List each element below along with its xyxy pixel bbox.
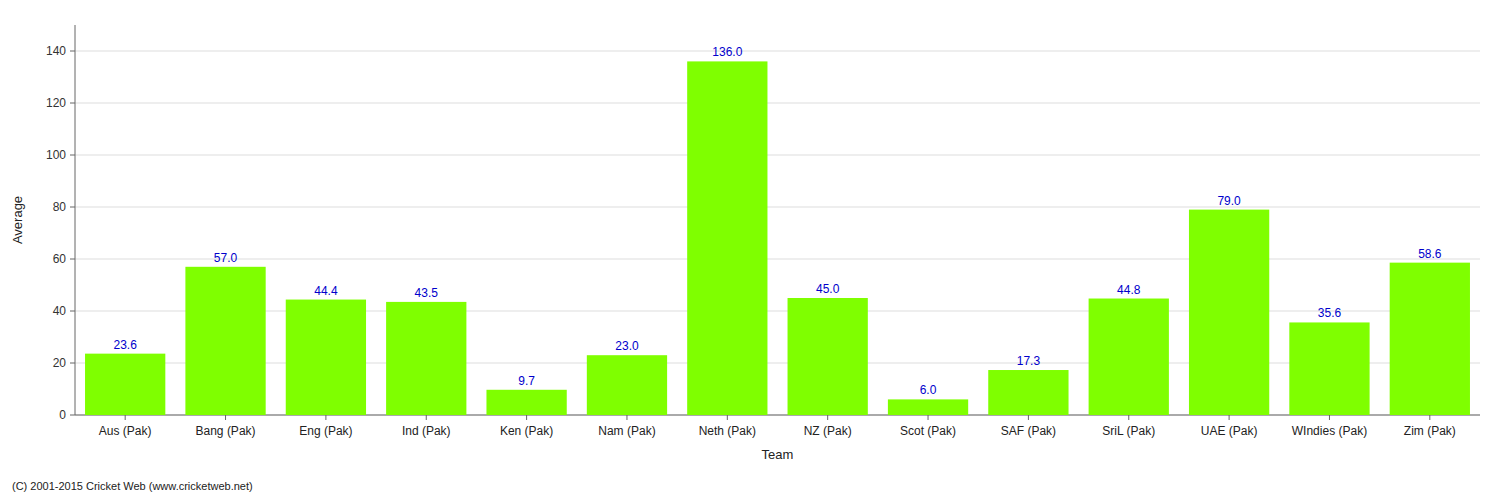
bar — [888, 399, 968, 415]
grid-line — [75, 51, 1480, 52]
footer: (C) 2001-2015 Cricket Web (www.cricketwe… — [12, 480, 253, 492]
bar — [286, 300, 366, 415]
data-label: 23.6 — [113, 338, 137, 352]
y-tick-label: 80 — [53, 200, 67, 214]
data-label: 45.0 — [816, 282, 840, 296]
bar — [788, 298, 868, 415]
x-axis-label: Team — [762, 447, 794, 462]
y-tick — [70, 311, 75, 312]
data-label: 58.6 — [1418, 247, 1442, 261]
x-tick — [1229, 415, 1230, 420]
chart: 0 20 40 60 80 100 120 140 Aus (Pak) Bang (Pak) Eng… — [0, 0, 1500, 500]
data-label: 6.0 — [920, 383, 937, 397]
y-tick — [70, 415, 75, 416]
x-tick — [626, 415, 627, 420]
x-tick-label: NZ (Pak) — [804, 424, 852, 438]
x-tick-label: Ken (Pak) — [500, 424, 553, 438]
y-tick — [70, 51, 75, 52]
bar — [1189, 210, 1269, 415]
y-tick — [70, 363, 75, 364]
x-tick — [426, 415, 427, 420]
grid-line — [75, 155, 1480, 156]
x-tick-label: WIndies (Pak) — [1292, 424, 1367, 438]
grid — [75, 51, 1480, 415]
x-tick — [1028, 415, 1029, 420]
y-tick-label: 0 — [59, 408, 66, 422]
data-label: 79.0 — [1217, 194, 1241, 208]
data-label: 43.5 — [415, 286, 439, 300]
data-label: 9.7 — [518, 374, 535, 388]
y-tick-label: 40 — [53, 304, 67, 318]
x-tick — [225, 415, 226, 420]
axes: 0 20 40 60 80 100 120 140 Aus (Pak) Bang (Pak) Eng… — [46, 25, 1480, 438]
y-tick-label: 100 — [46, 148, 66, 162]
x-tick-label: Eng (Pak) — [299, 424, 352, 438]
x-tick-label: Neth (Pak) — [699, 424, 756, 438]
x-tick — [928, 415, 929, 420]
x-tick — [325, 415, 326, 420]
x-tick — [125, 415, 126, 420]
bar — [85, 354, 165, 415]
y-tick-label: 20 — [53, 356, 67, 370]
x-tick — [526, 415, 527, 420]
x-tick-label: Bang (Pak) — [196, 424, 256, 438]
x-tick-label: Zim (Pak) — [1404, 424, 1456, 438]
x-tick-label: Scot (Pak) — [900, 424, 956, 438]
x-tick — [727, 415, 728, 420]
data-label: 23.0 — [615, 339, 639, 353]
data-label: 35.6 — [1318, 306, 1342, 320]
bar — [486, 390, 566, 415]
bar — [1390, 263, 1470, 415]
y-tick-label: 60 — [53, 252, 67, 266]
bar — [587, 355, 667, 415]
y-tick-label: 120 — [46, 96, 66, 110]
data-label: 57.0 — [214, 251, 238, 265]
y-tick — [70, 259, 75, 260]
x-tick — [1128, 415, 1129, 420]
y-tick — [70, 207, 75, 208]
data-label: 44.4 — [314, 284, 338, 298]
y-axis-line — [75, 25, 76, 415]
x-tick — [827, 415, 828, 420]
x-tick-label: SAF (Pak) — [1001, 424, 1056, 438]
bar — [1089, 299, 1169, 415]
y-tick — [70, 155, 75, 156]
data-label: 136.0 — [712, 45, 742, 59]
x-tick-label: SriL (Pak) — [1102, 424, 1155, 438]
x-tick-label: Ind (Pak) — [402, 424, 451, 438]
x-tick — [1329, 415, 1330, 420]
grid-line — [75, 103, 1480, 104]
data-labels: 23.6 57.0 44.4 43.5 9.7 23.0 136.0 45.0 6.0 17.3 4… — [113, 45, 1441, 397]
data-label: 44.8 — [1117, 283, 1141, 297]
y-tick-label: 140 — [46, 44, 66, 58]
y-axis-label: Average — [10, 196, 25, 244]
bar — [185, 267, 265, 415]
bar — [1289, 322, 1369, 415]
x-tick-label: Nam (Pak) — [598, 424, 655, 438]
bar — [687, 61, 767, 415]
x-tick — [1429, 415, 1430, 420]
x-tick-label: UAE (Pak) — [1201, 424, 1258, 438]
x-tick-label: Aus (Pak) — [99, 424, 152, 438]
bar — [988, 370, 1068, 415]
data-label: 17.3 — [1017, 354, 1041, 368]
grid-line — [75, 207, 1480, 208]
bars — [85, 61, 1470, 415]
y-tick — [70, 103, 75, 104]
bar — [386, 302, 466, 415]
